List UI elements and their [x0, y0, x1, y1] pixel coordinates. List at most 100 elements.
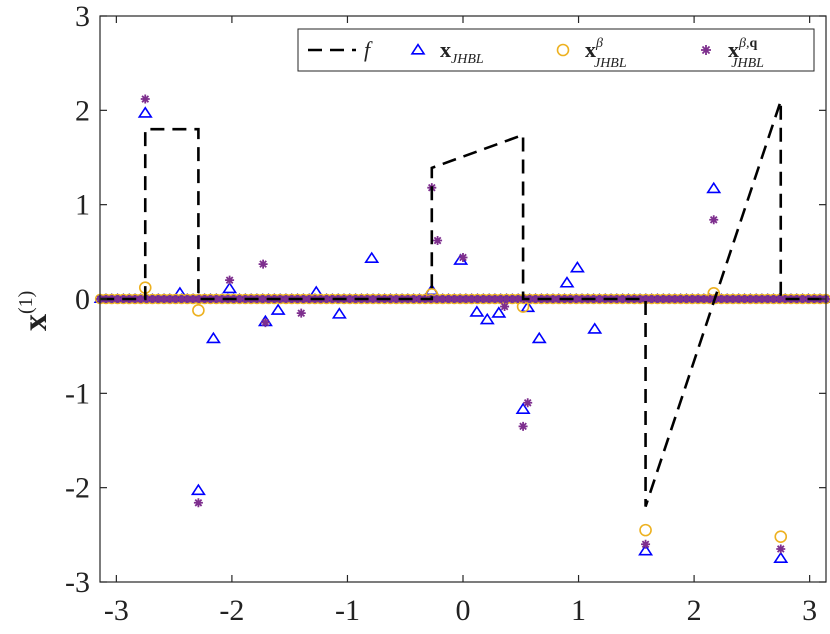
- x-beta-q-point: [694, 295, 703, 303]
- x-beta-q-point: [525, 295, 534, 303]
- x-beta-q-point: [641, 295, 650, 303]
- x-tick-label: 2: [687, 594, 702, 627]
- series-x-beta-q: [96, 94, 830, 554]
- y-axis-label-sup: (1): [15, 291, 37, 314]
- x-beta-q-point: [225, 275, 235, 285]
- x-beta-q-point: [458, 252, 468, 262]
- x-beta-q-point: [160, 295, 169, 303]
- y-tick-label: 1: [75, 189, 90, 222]
- x-beta-q-point: [572, 295, 581, 303]
- x-jhbl-point: [190, 483, 206, 496]
- x-beta-q-point: [433, 236, 443, 246]
- x-beta-q-point: [554, 295, 563, 303]
- x-beta-q-point: [523, 398, 533, 408]
- plot-area: [93, 94, 830, 563]
- x-jhbl-point: [364, 251, 380, 264]
- x-jhbl-point: [491, 306, 507, 318]
- x-beta-q-point: [665, 295, 674, 303]
- legend-box: [297, 28, 815, 72]
- x-beta-q-point: [548, 295, 557, 303]
- x-beta-q-point: [781, 295, 790, 303]
- x-beta-q-point: [502, 295, 511, 303]
- x-beta-q-point: [142, 295, 151, 303]
- x-beta-q-point: [113, 295, 122, 303]
- y-tick-label: 3: [75, 0, 90, 33]
- x-beta-q-point: [723, 295, 732, 303]
- x-beta-q-point: [136, 295, 145, 303]
- x-beta-q-point: [798, 295, 807, 303]
- y-tick-label: 0: [75, 283, 90, 316]
- y-tick-label: -1: [65, 377, 90, 410]
- x-beta-q-point: [776, 544, 786, 554]
- x-beta-q-point: [496, 295, 505, 303]
- x-beta-q-point: [676, 295, 685, 303]
- x-beta-q-point: [746, 295, 755, 303]
- x-jhbl-point: [515, 402, 531, 414]
- legend-x-beta-q-label-sup-q: q: [749, 36, 757, 51]
- x-beta-q-point: [193, 498, 203, 508]
- x-jhbl-point: [520, 300, 536, 313]
- legend-x-beta-q-label: xβ,q JHBL: [728, 36, 764, 71]
- y-tick-label: 2: [75, 94, 90, 127]
- series-x-beta: [94, 281, 830, 544]
- x-beta-q-point: [500, 302, 510, 312]
- x-beta-q-point: [682, 295, 691, 303]
- x-jhbl-point: [706, 181, 722, 194]
- x-beta-q-point: [659, 295, 668, 303]
- x-beta-q-point: [752, 295, 761, 303]
- legend-x-beta-q-label-sub: JHBL: [731, 56, 764, 71]
- legend-x-jhbl-label-sub: JHBL: [451, 52, 484, 67]
- x-beta-q-point: [444, 295, 453, 303]
- x-beta-q-point: [235, 295, 244, 303]
- x-beta-q-point: [258, 259, 268, 269]
- x-jhbl-point: [469, 305, 485, 317]
- x-beta-q-point: [415, 295, 424, 303]
- x-tick-label: 0: [456, 594, 471, 627]
- y-axis-label-base: x: [17, 314, 54, 331]
- x-beta-q-point: [618, 295, 627, 303]
- x-beta-q-point: [260, 318, 270, 328]
- x-beta-q-point: [775, 295, 784, 303]
- x-beta-q-point: [688, 295, 697, 303]
- x-beta-q-point: [281, 295, 290, 303]
- x-beta-q-point: [212, 295, 221, 303]
- x-beta-q-point: [473, 295, 482, 303]
- x-tick-label: -1: [335, 594, 360, 627]
- x-jhbl-point: [137, 106, 153, 118]
- x-jhbl-point: [531, 331, 547, 344]
- x-jhbl-point: [222, 281, 238, 294]
- x-jhbl-point: [331, 307, 347, 319]
- x-beta-q-point: [531, 295, 540, 303]
- legend-x-jhbl-label-base: x: [440, 37, 451, 62]
- x-beta-q-point: [709, 215, 719, 225]
- x-beta-q-point: [717, 295, 726, 303]
- legend-x-beta-swatch: [556, 43, 570, 57]
- f-line: [100, 100, 826, 507]
- legend-x-jhbl-swatch: [410, 43, 426, 55]
- x-beta-q-point: [699, 295, 708, 303]
- x-beta-q-point: [479, 295, 488, 303]
- series-x-jhbl: [93, 106, 830, 563]
- x-jhbl-point: [270, 303, 286, 315]
- x-beta-q-point: [763, 295, 772, 303]
- x-beta-q-point: [757, 295, 766, 303]
- x-beta-q-point: [183, 295, 192, 303]
- x-beta-q-point: [218, 295, 227, 303]
- x-beta-q-point: [508, 295, 517, 303]
- x-beta-q-point: [734, 295, 743, 303]
- x-tick-label: 3: [802, 594, 817, 627]
- x-beta-q-point: [258, 295, 267, 303]
- x-jhbl-point: [638, 544, 654, 556]
- x-tick-label: -3: [104, 594, 129, 627]
- x-beta-q-point: [165, 295, 174, 303]
- y-axis-label: x(1): [15, 291, 54, 331]
- x-beta-q-point: [490, 295, 499, 303]
- x-beta-q-point: [369, 295, 378, 303]
- legend-x-beta-q-label-sup: β,: [738, 36, 749, 51]
- legend-x-beta-q-swatch: [701, 45, 711, 55]
- x-beta-q-point: [514, 295, 523, 303]
- legend-x-beta-label: xβ JHBL: [585, 36, 627, 71]
- x-beta-q-point: [177, 295, 186, 303]
